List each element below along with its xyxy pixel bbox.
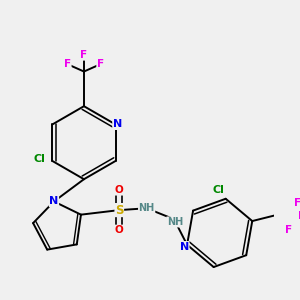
Text: O: O	[115, 185, 124, 195]
Text: F: F	[294, 198, 300, 208]
Text: F: F	[97, 59, 104, 69]
Text: Cl: Cl	[212, 184, 224, 195]
Text: F: F	[64, 59, 71, 69]
Text: N: N	[113, 119, 122, 129]
Text: F: F	[285, 225, 292, 235]
Text: N: N	[49, 196, 58, 206]
Text: NH: NH	[139, 203, 155, 213]
Text: NH: NH	[167, 217, 183, 227]
Text: F: F	[298, 211, 300, 220]
Text: O: O	[115, 225, 124, 235]
Text: Cl: Cl	[34, 154, 46, 164]
Text: F: F	[80, 50, 88, 60]
Text: N: N	[180, 242, 189, 252]
Text: S: S	[115, 204, 124, 217]
